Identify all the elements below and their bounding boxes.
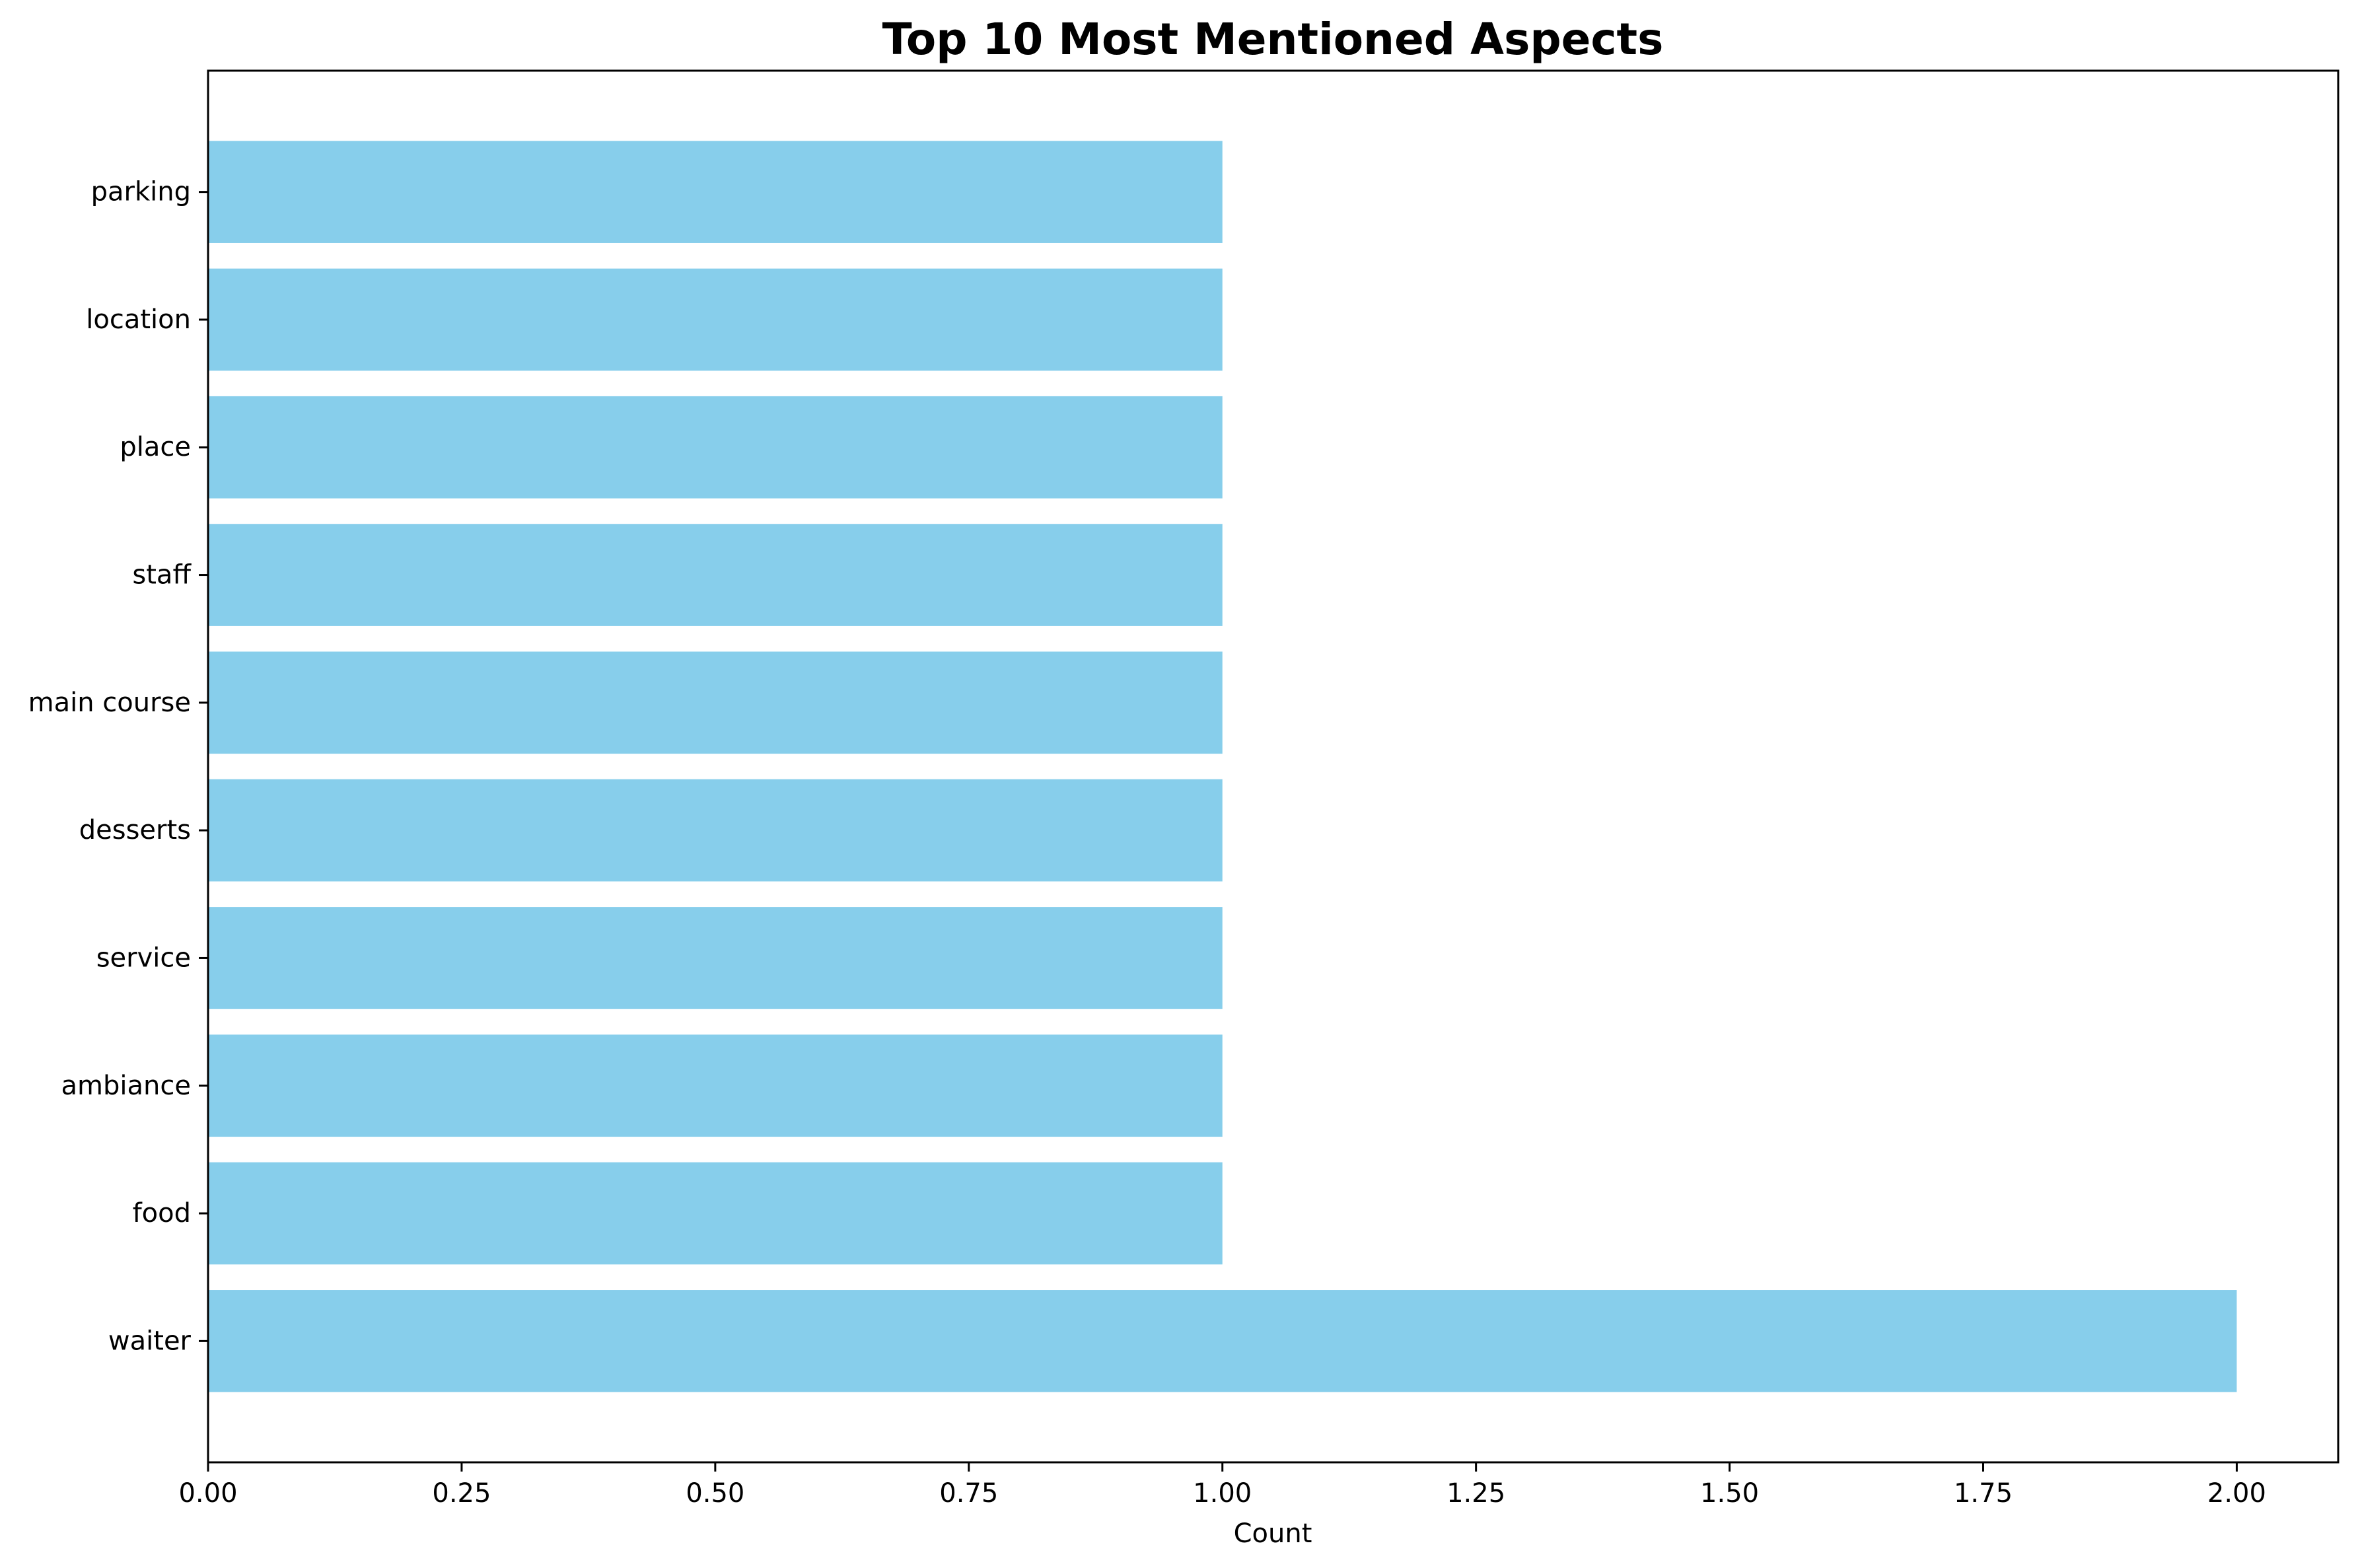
x-tick-label: 0.75 [939, 1478, 998, 1509]
x-tick-label: 0.50 [686, 1478, 744, 1509]
x-tick-label: 1.00 [1193, 1478, 1252, 1509]
x-tick-label: 2.00 [2207, 1478, 2266, 1509]
x-tick-label: 1.50 [1700, 1478, 1759, 1509]
bar-waiter [208, 1290, 2237, 1392]
y-tick-label: location [86, 304, 191, 335]
bar-place [208, 396, 1223, 499]
x-tick-label: 1.75 [1954, 1478, 2013, 1509]
bar-ambiance [208, 1034, 1223, 1137]
bar-location [208, 268, 1223, 371]
y-tick-label: food [133, 1198, 191, 1229]
bar-service [208, 907, 1223, 1009]
bar-desserts [208, 779, 1223, 882]
bar-main-course [208, 651, 1223, 754]
bars-layer [208, 141, 2237, 1392]
bar-food [208, 1162, 1223, 1265]
plot-area-frame [207, 69, 2340, 1464]
y-tick-label: place [120, 432, 191, 462]
bar-parking [208, 141, 1223, 243]
x-tick-label: 0.00 [178, 1478, 237, 1509]
ticks-layer: waiter food ambiance service desserts main co… [28, 177, 2266, 1509]
bar-staff [208, 524, 1223, 626]
y-tick-label: main course [28, 688, 191, 718]
x-axis-label: Count [1234, 1518, 1312, 1549]
x-tick-label: 1.25 [1447, 1478, 1505, 1509]
x-tick-label: 0.25 [432, 1478, 491, 1509]
y-tick-label: staff [132, 560, 192, 590]
y-tick-label: service [96, 943, 191, 973]
y-tick-label: parking [91, 177, 191, 207]
y-tick-label: ambiance [61, 1071, 191, 1101]
y-tick-label: waiter [108, 1326, 192, 1356]
chart-title: Top 10 Most Mentioned Aspects [882, 14, 1664, 65]
y-tick-label: desserts [79, 815, 191, 845]
